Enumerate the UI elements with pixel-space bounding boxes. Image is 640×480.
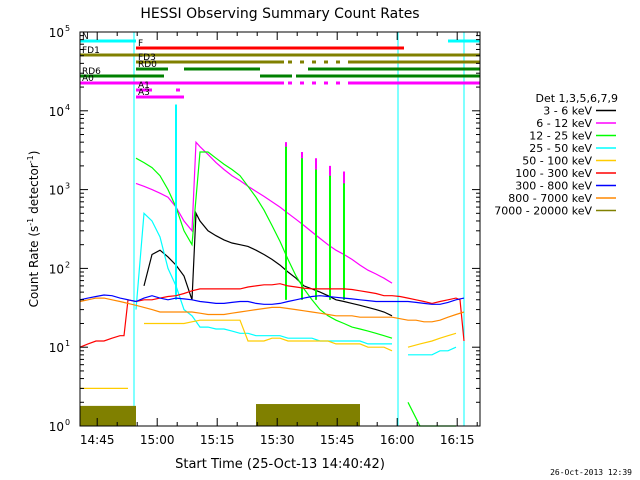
x-tick-label-0: 14:45	[80, 433, 115, 447]
flag-label-7: A1	[138, 81, 150, 91]
flag-label-4: RD0	[138, 60, 157, 70]
y-axis-label-part-2: detector	[27, 163, 41, 218]
chart-title: HESSI Observing Summary Count Rates	[140, 6, 419, 22]
legend-entry-label-6: 300 - 800 keV	[515, 180, 592, 193]
y-axis-label-part-3: -1	[26, 155, 35, 163]
y-tick-exp-5: 5	[65, 24, 70, 33]
y-tick-label-5: 10	[49, 26, 64, 40]
series-line-4-2	[407, 332, 457, 348]
flag-label-1: F	[138, 39, 143, 49]
y-tick-label-4: 10	[49, 105, 64, 119]
x-tick-label-2: 15:15	[200, 433, 235, 447]
series-line-7-0	[79, 297, 465, 323]
y-tick-label-2: 10	[49, 262, 64, 276]
y-axis-label: Count Rate (s-1 detector-1)	[26, 151, 41, 308]
y-tick-exp-3: 3	[65, 182, 70, 191]
x-tick-label-5: 16:00	[380, 433, 415, 447]
series-line-3-1	[408, 346, 457, 356]
flag-label-6: A0	[82, 74, 94, 84]
legend-entry-label-4: 50 - 100 keV	[522, 155, 592, 168]
flag-label-8: A3	[138, 88, 150, 98]
series-line-6-0	[79, 294, 465, 305]
flag-label-3: FD3	[138, 53, 156, 63]
series-line-1-0	[135, 140, 393, 284]
y-tick-label-1: 10	[49, 341, 64, 355]
y-axis-label-part-1: -1	[26, 218, 35, 226]
series-line-4-1	[144, 319, 393, 352]
series-band-8-0	[80, 405, 136, 426]
x-axis-label: Start Time (25-Oct-13 14:40:42)	[175, 457, 385, 472]
legend-entry-label-2: 12 - 25 keV	[529, 130, 592, 143]
flag-label-5: RD6	[82, 67, 101, 77]
y-tick-exp-2: 2	[65, 260, 70, 269]
series-line-3-0	[135, 211, 392, 345]
x-tick-label-3: 15:30	[260, 433, 295, 447]
y-tick-exp-1: 1	[65, 339, 70, 348]
flag-label-0: N	[82, 32, 89, 42]
y-tick-label-3: 10	[49, 184, 64, 198]
legend-entry-label-5: 100 - 300 keV	[515, 167, 592, 180]
legend-title: Det 1,3,5,6,7,9	[535, 92, 618, 105]
x-tick-label-1: 15:00	[140, 433, 175, 447]
plot-frame	[79, 31, 481, 427]
legend-entry-label-3: 25 - 50 keV	[529, 142, 592, 155]
legend-entry-label-1: 6 - 12 keV	[536, 117, 592, 130]
legend-entry-label-8: 7000 - 20000 keV	[494, 205, 592, 218]
x-tick-label-4: 15:45	[320, 433, 355, 447]
footer-timestamp: 26-Oct-2013 12:39	[550, 468, 632, 477]
y-tick-exp-0: 0	[65, 418, 70, 427]
x-tick-label-6: 16:15	[440, 433, 475, 447]
y-axis-label-part-0: Count Rate (s	[27, 226, 41, 308]
series-line-2-0	[135, 151, 393, 339]
flag-label-2: FD1	[82, 46, 100, 56]
y-tick-exp-4: 4	[65, 103, 70, 112]
y-tick-label-0: 10	[49, 420, 64, 434]
series-line-0-0	[143, 211, 393, 317]
legend-entry-label-0: 3 - 6 keV	[543, 105, 592, 118]
y-axis-label-part-4: )	[27, 151, 41, 156]
series-band-8-1	[256, 404, 360, 426]
legend-entry-label-7: 800 - 7000 keV	[508, 192, 592, 205]
